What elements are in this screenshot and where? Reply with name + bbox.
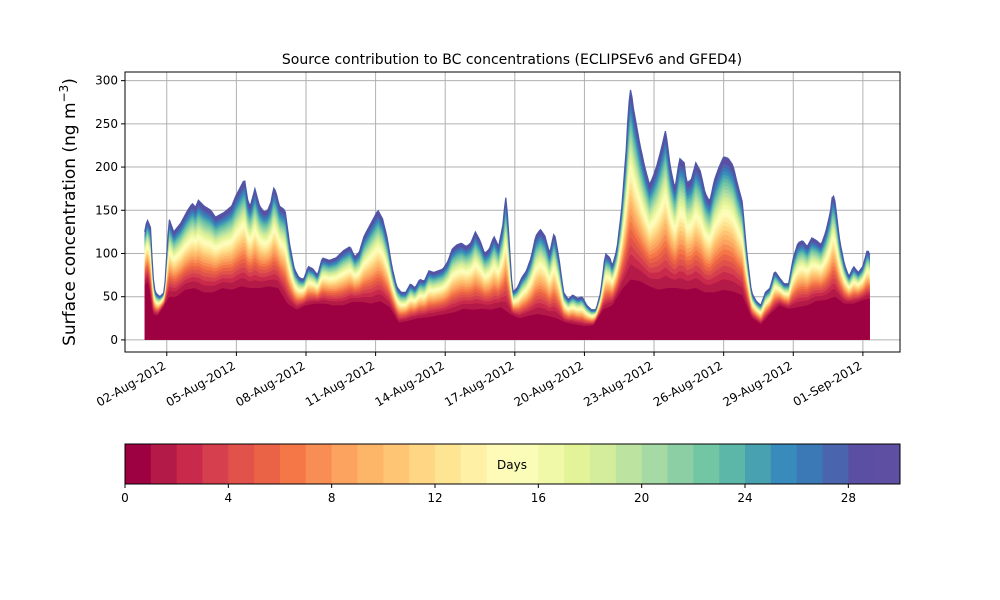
y-tick-label: 50: [103, 290, 118, 304]
x-tick-label: 17-Aug-2012: [442, 358, 516, 409]
colorbar-swatch-15: [512, 444, 539, 484]
colorbar-tick-label: 8: [328, 491, 336, 505]
colorbar-swatch-14: [486, 444, 513, 484]
colorbar-tick-label: 0: [121, 491, 129, 505]
x-tick-label: 11-Aug-2012: [303, 358, 377, 409]
colorbar-swatch-13: [460, 444, 488, 484]
colorbar-label: Days: [497, 458, 527, 472]
area-band-day-0: [144, 279, 870, 340]
y-tick-label: 200: [95, 160, 118, 174]
colorbar-swatch-18: [590, 444, 617, 484]
colorbar: 0 4 8 12 16 20 24 28: [121, 443, 901, 505]
x-tick-label: 14-Aug-2012: [372, 358, 446, 409]
y-tick-label: 250: [95, 117, 118, 131]
colorbar-swatch-23: [719, 444, 746, 484]
y-tick-label: 0: [110, 333, 118, 347]
total-outline: [144, 89, 871, 311]
y-axis-label-sup: −3: [57, 85, 71, 103]
x-tick-label: 20-Aug-2012: [512, 358, 586, 409]
y-tick-label: 150: [95, 203, 118, 217]
colorbar-frame: [124, 443, 901, 485]
colorbar-tick-label: 20: [634, 491, 649, 505]
colorbar-swatch-12: [435, 444, 462, 484]
y-axis-label: Surface concentration (ng m−3): [57, 78, 80, 346]
x-tick-label: 05-Aug-2012: [164, 358, 238, 409]
y-axis-label-main: Surface concentration (ng m: [60, 102, 80, 345]
x-tick-label: 02-Aug-2012: [94, 358, 168, 409]
plot-area: [144, 89, 871, 340]
colorbar-swatch-7: [305, 444, 333, 484]
colorbar-swatch-19: [615, 444, 643, 484]
y-axis: 0 50 100 150 200 250 300: [95, 74, 125, 347]
colorbar-swatch-9: [357, 444, 384, 484]
colorbar-swatch-26: [796, 444, 823, 484]
colorbar-tick-label: 16: [531, 491, 546, 505]
plot-frame: [124, 71, 901, 353]
colorbar-swatch-11: [409, 444, 436, 484]
x-tick-label: 08-Aug-2012: [233, 358, 307, 409]
colorbar-tick-label: 28: [841, 491, 856, 505]
x-tick-label: 26-Aug-2012: [651, 358, 725, 409]
x-tick-label: 01-Sep-2012: [791, 358, 865, 409]
colorbar-swatch-10: [383, 444, 410, 484]
x-tick-label: 29-Aug-2012: [721, 358, 795, 409]
y-axis-label-close: ): [60, 78, 80, 85]
y-tick-label: 100: [95, 246, 118, 260]
colorbar-swatch-27: [822, 444, 849, 484]
colorbar-swatch-28: [848, 444, 875, 484]
colorbar-swatch-4: [228, 444, 255, 484]
colorbar-swatch-8: [331, 444, 358, 484]
colorbar-swatch-3: [202, 444, 229, 484]
colorbar-swatch-17: [564, 444, 591, 484]
colorbar-swatch-6: [280, 444, 307, 484]
colorbar-swatch-0: [125, 444, 152, 484]
colorbar-swatch-25: [770, 444, 798, 484]
colorbar-swatch-24: [745, 444, 772, 484]
colorbar-swatch-5: [254, 444, 281, 484]
colorbar-swatch-29: [874, 444, 901, 484]
chart-title: Source contribution to BC concentrations…: [282, 52, 742, 68]
colorbar-swatch-22: [693, 444, 720, 484]
colorbar-swatch-2: [176, 444, 203, 484]
x-tick-label: 23-Aug-2012: [581, 358, 655, 409]
colorbar-tick-label: 24: [737, 491, 752, 505]
x-axis: 02-Aug-201205-Aug-201208-Aug-201211-Aug-…: [94, 352, 864, 409]
y-tick-label: 300: [95, 74, 118, 88]
colorbar-swatch-1: [150, 444, 178, 484]
colorbar-swatch-21: [667, 444, 694, 484]
colorbar-swatch-20: [641, 444, 668, 484]
colorbar-swatch-16: [538, 444, 565, 484]
colorbar-tick-label: 12: [427, 491, 442, 505]
colorbar-tick-label: 4: [225, 491, 233, 505]
